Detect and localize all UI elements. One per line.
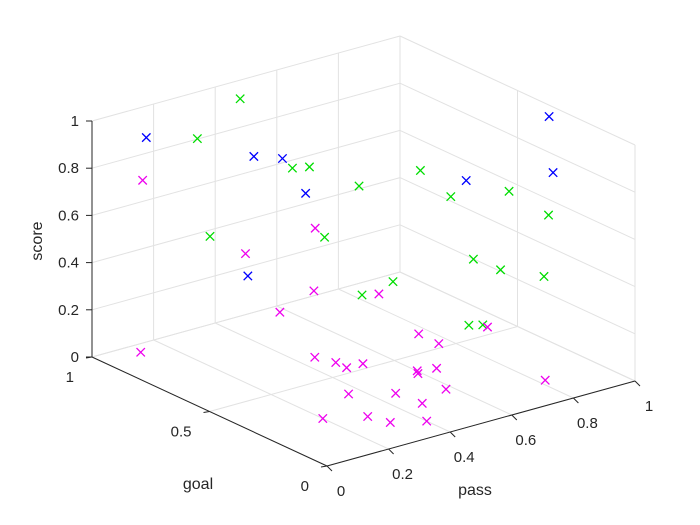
data-point-series-2 <box>388 276 398 287</box>
data-point-series-2 <box>468 254 479 264</box>
z-tick-label: 1 <box>71 113 79 130</box>
side-wall-grid-line <box>399 224 636 335</box>
data-point-series-3 <box>540 375 550 385</box>
data-point-series-3 <box>318 413 328 424</box>
data-point-series-2 <box>319 232 330 242</box>
data-point-series-3 <box>310 223 320 233</box>
data-point-series-1 <box>277 153 288 164</box>
back-wall-grid-line <box>91 177 401 264</box>
z-tick-label: 0.8 <box>58 160 79 177</box>
y-tick-mark <box>203 411 210 413</box>
x-tick-label: 0.4 <box>454 449 475 466</box>
x-tick-mark <box>449 431 456 438</box>
x-tick-mark <box>388 448 394 455</box>
data-point-series-3 <box>331 357 341 368</box>
back-wall-grid-line <box>91 82 401 169</box>
side-wall-grid-line <box>399 129 636 240</box>
data-point-series-3 <box>431 363 442 373</box>
x-tick-mark <box>326 465 333 472</box>
x-tick-label: 0.2 <box>392 466 413 483</box>
data-point-series-2 <box>539 271 549 282</box>
z-tick-label: 0.4 <box>58 255 79 272</box>
floor-grid-line <box>209 326 518 412</box>
data-point-series-3 <box>358 359 368 369</box>
x-tick-mark <box>511 414 518 421</box>
data-point-series-2 <box>464 320 474 330</box>
data-point-series-3 <box>414 329 424 339</box>
y-tick-label: 0.5 <box>171 424 192 441</box>
data-point-series-3 <box>441 384 451 394</box>
data-point-series-3 <box>137 175 148 185</box>
data-point-series-2 <box>495 265 506 275</box>
z-tick-label: 0 <box>71 349 79 366</box>
data-points <box>136 94 558 428</box>
data-point-series-2 <box>504 186 514 196</box>
data-point-series-3 <box>391 388 401 398</box>
data-point-series-3 <box>385 417 395 428</box>
data-point-series-1 <box>249 151 259 162</box>
x-tick-label: 0 <box>337 483 345 500</box>
data-point-series-2 <box>287 163 298 173</box>
x-axis-line <box>326 380 636 467</box>
grid-lines <box>91 35 636 467</box>
data-point-series-3 <box>240 248 251 259</box>
back-wall-grid-line <box>91 35 401 122</box>
data-point-series-2 <box>478 320 488 330</box>
data-point-series-1 <box>544 111 554 122</box>
data-point-series-3 <box>309 286 319 296</box>
data-point-series-3 <box>417 398 427 408</box>
data-point-series-2 <box>205 231 215 242</box>
z-axis-label: score <box>29 221 46 260</box>
data-point-series-1 <box>243 271 253 281</box>
y-tick-label: 0 <box>301 478 309 495</box>
data-point-series-3 <box>374 289 384 299</box>
data-point-series-2 <box>543 210 554 220</box>
x-tick-label: 0.8 <box>577 415 598 432</box>
data-point-series-2 <box>354 181 364 191</box>
data-point-series-2 <box>235 94 245 104</box>
data-point-series-1 <box>300 188 311 198</box>
back-wall-grid-line <box>91 271 401 358</box>
data-point-series-3 <box>275 307 285 317</box>
y-axis-label: goal <box>183 476 213 493</box>
data-point-series-3 <box>341 363 352 373</box>
data-point-series-3 <box>413 368 423 379</box>
data-point-series-3 <box>482 322 493 332</box>
z-tick-label: 0.2 <box>58 302 79 319</box>
data-point-series-2 <box>192 133 203 144</box>
side-wall-grid-line <box>399 271 636 382</box>
data-point-series-3 <box>434 338 444 349</box>
y-tick-label: 1 <box>66 369 74 386</box>
side-wall-grid-line <box>399 35 636 146</box>
data-point-series-2 <box>304 162 315 172</box>
x-tick-mark <box>634 380 641 387</box>
data-point-series-3 <box>310 352 320 362</box>
data-point-series-3 <box>422 416 432 426</box>
data-point-series-1 <box>548 167 558 178</box>
back-wall-grid-line <box>91 129 401 216</box>
data-point-series-3 <box>412 366 422 376</box>
data-point-series-2 <box>357 290 367 300</box>
x-axis-label: pass <box>458 482 492 499</box>
data-point-series-2 <box>415 165 426 176</box>
data-point-series-2 <box>446 191 456 202</box>
y-tick-mark <box>320 465 328 468</box>
x-tick-label: 1 <box>645 398 653 415</box>
data-point-series-1 <box>461 175 471 186</box>
data-point-series-3 <box>363 411 373 422</box>
data-point-series-3 <box>343 389 354 399</box>
x-tick-label: 0.6 <box>515 432 536 449</box>
x-tick-mark <box>573 397 579 404</box>
data-point-series-3 <box>136 347 146 357</box>
side-wall-grid-line <box>399 82 636 193</box>
back-wall-grid-line <box>91 224 401 311</box>
data-point-series-1 <box>141 132 151 143</box>
axes <box>85 120 641 472</box>
tick-labels: 0 0.2 0.4 0.6 0.8 1 0 0.5 1 0 0.2 0.4 0.6 0.8 1 <box>58 113 653 500</box>
side-wall-grid-line <box>399 177 636 288</box>
z-tick-label: 0.6 <box>58 207 79 224</box>
